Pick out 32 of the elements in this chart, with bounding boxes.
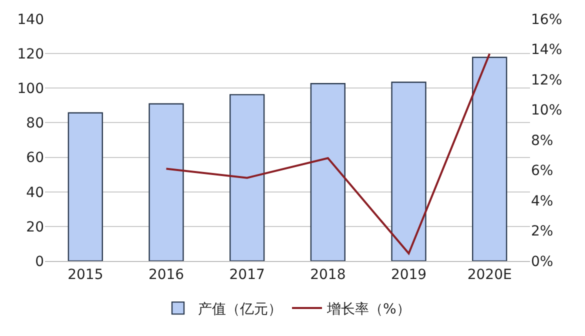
bar: [68, 112, 103, 261]
x-tick-label: 2018: [310, 266, 346, 283]
y2-tick-label: 6%: [531, 163, 554, 180]
bar: [310, 83, 346, 261]
legend-label: 增长率（%）: [326, 302, 410, 318]
y-tick-label: 80: [26, 116, 44, 132]
y-tick-label: 100: [17, 81, 44, 98]
y2-tick-label: 12%: [531, 72, 562, 88]
x-tick-label: 2017: [229, 266, 265, 283]
y2-tick-label: 10%: [531, 102, 562, 119]
x-tick-label: 2015: [68, 266, 104, 283]
y2-tick-label: 8%: [531, 132, 554, 149]
y2-tick-label: 16%: [531, 12, 562, 28]
y-tick-label: 0: [35, 254, 44, 270]
bar: [230, 94, 265, 261]
y2-tick-label: 14%: [531, 42, 562, 58]
y-tick-label: 20: [26, 219, 44, 236]
x-tick-label: 2020E: [467, 266, 512, 283]
bar: [472, 56, 508, 261]
legend-label: 产值（亿元）: [198, 302, 282, 318]
bar: [391, 82, 426, 261]
y2-tick-label: 4%: [531, 193, 554, 210]
line-series: [165, 52, 491, 254]
y-tick-label: 140: [17, 12, 44, 28]
y-tick-label: 60: [26, 150, 44, 166]
y2-tick-label: 2%: [531, 224, 554, 240]
y-tick-label: 40: [26, 184, 44, 201]
x-tick-label: 2016: [148, 266, 184, 283]
y2-tick-label: 0%: [531, 254, 554, 270]
y-tick-label: 120: [17, 46, 44, 62]
x-tick-label: 2019: [390, 266, 427, 283]
bar: [148, 103, 184, 261]
